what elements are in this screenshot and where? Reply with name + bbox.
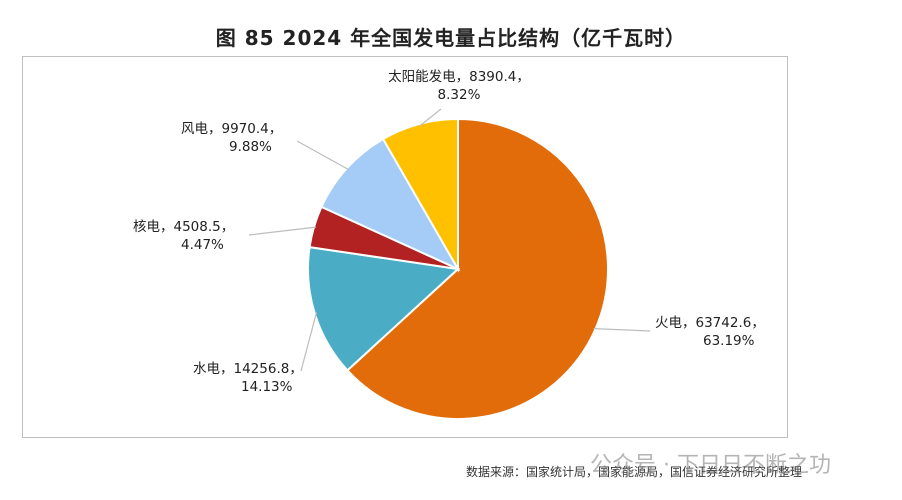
pie-slice-1: [345, 117, 609, 420]
chart-frame: 火电，63742.6， 63.19% 水电，14256.8， 14.13% 核电，450…: [22, 56, 788, 438]
slice-label-3: 核电，4508.5， 4.47%: [133, 219, 234, 253]
leader-line-4: [296, 140, 349, 170]
pie-chart: 火电，63742.6， 63.19% 水电，14256.8， 14.13% 核电，450…: [133, 69, 765, 420]
slice-label-2: 水电，14256.8， 14.13%: [193, 361, 303, 395]
pie-slice-2: [307, 246, 461, 372]
leader-line-3: [248, 226, 317, 236]
slice-label-4: 风电，9970.4， 9.88%: [181, 121, 282, 155]
watermark: 公众号 · 下日日不断之功: [590, 453, 831, 478]
slice-label-5: 太阳能发电，8390.4， 8.32%: [388, 69, 530, 103]
source-note: 数据来源：国家统计局，国家能源局，国信证券经济研究所整理: [466, 465, 803, 479]
leader-line-1: [593, 328, 651, 332]
pie-slice-5: [381, 117, 459, 273]
chart-title: 图 85 2024 年全国发电量占比结构（亿千瓦时）: [215, 26, 687, 50]
leader-line-5: [419, 108, 442, 127]
leader-line-2: [300, 312, 318, 372]
slice-label-1: 火电，63742.6， 63.19%: [655, 315, 765, 349]
